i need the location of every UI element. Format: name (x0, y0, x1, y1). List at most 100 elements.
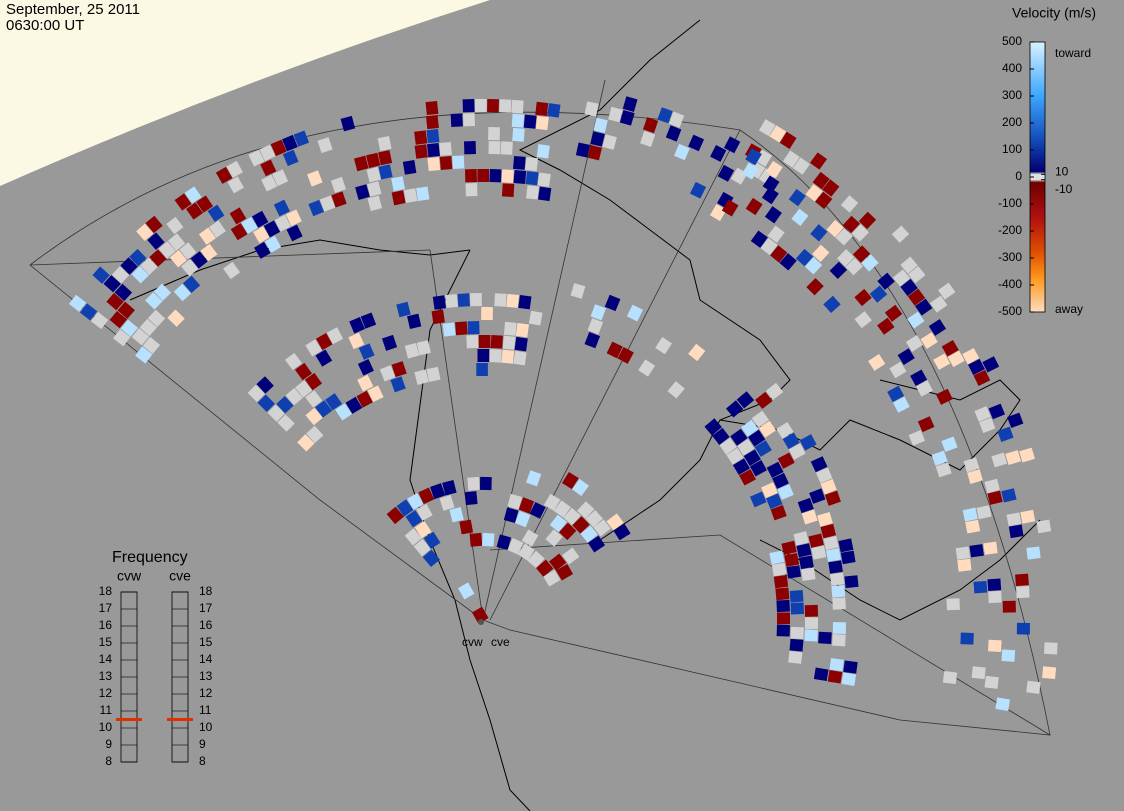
frequency-tick-label: 10 (199, 720, 213, 734)
velocity-cell (732, 458, 750, 476)
velocity-cell (829, 658, 844, 672)
velocity-cell (668, 111, 685, 128)
velocity-cell (719, 437, 737, 455)
velocity-cell (689, 181, 707, 199)
velocity-cell (282, 134, 298, 152)
velocity-cell (1019, 447, 1035, 463)
velocity-cell (423, 531, 441, 549)
scale-tick-label: 10 (1055, 164, 1069, 178)
velocity-cell (777, 452, 795, 469)
velocity-cell (426, 143, 440, 158)
velocity-cell (960, 632, 974, 645)
velocity-cell (845, 257, 863, 276)
velocity-cell (973, 580, 988, 594)
velocity-cell (523, 114, 537, 129)
velocity-cell (877, 272, 895, 290)
velocity-cell (828, 560, 843, 574)
velocity-cell (390, 376, 406, 393)
velocity-cell (791, 208, 809, 227)
velocity-cell (935, 388, 953, 405)
frequency-tick-label: 8 (199, 754, 206, 768)
velocity-cell (854, 288, 872, 307)
scale-tick-label: 300 (1002, 88, 1022, 102)
velocity-cell (795, 248, 814, 267)
velocity-cell (869, 285, 888, 303)
velocity-cell (760, 237, 778, 256)
frequency-tick-label: 17 (199, 601, 213, 615)
frequency-tick-label: 10 (99, 720, 113, 734)
velocity-cell (891, 225, 910, 243)
scale-tick-label: -300 (998, 250, 1022, 264)
velocity-cell (709, 204, 727, 222)
velocity-cell (477, 169, 490, 182)
velocity-cell (1001, 649, 1016, 662)
velocity-cell (776, 421, 794, 439)
velocity-cell (815, 467, 833, 484)
velocity-cell (425, 100, 439, 116)
velocity-cell (587, 318, 604, 335)
velocity-cell (166, 216, 184, 235)
velocity-cell (851, 224, 869, 242)
velocity-cell (331, 191, 347, 208)
velocity-cell (414, 520, 432, 539)
velocity-cell (957, 558, 972, 572)
velocity-cell (984, 675, 999, 689)
velocity-cell (391, 190, 406, 206)
velocity-cell (276, 396, 294, 414)
velocity-cell (969, 544, 984, 558)
velocity-cell (349, 316, 365, 334)
velocity-cell (272, 169, 289, 187)
velocity-cell (988, 403, 1005, 420)
velocity-cell (378, 164, 393, 180)
velocity-cell (68, 294, 87, 312)
velocity-cell (942, 671, 958, 685)
frequency-tick-label: 15 (199, 635, 213, 649)
velocity-cell (933, 353, 951, 370)
velocity-cell (306, 425, 324, 444)
velocity-cell (804, 617, 819, 629)
velocity-cell (297, 434, 315, 452)
velocity-cell (270, 139, 287, 157)
velocity-cell (378, 150, 393, 166)
velocity-cell (826, 548, 841, 562)
velocity-cell (997, 426, 1014, 442)
velocity-cell (489, 169, 502, 183)
velocity-cell (103, 275, 121, 293)
velocity-cell (811, 545, 827, 560)
velocity-cell (987, 578, 1002, 591)
velocity-cell (230, 223, 248, 241)
velocity-cell (367, 195, 383, 212)
velocity-cell (941, 339, 959, 357)
velocity-cell (642, 117, 659, 134)
velocity-cell (941, 436, 958, 452)
velocity-cell (762, 175, 780, 193)
velocity-cell (793, 531, 809, 546)
velocity-cell (613, 523, 631, 541)
velocity-cell (535, 559, 554, 577)
velocity-cell (426, 129, 440, 144)
velocity-cell (553, 500, 571, 518)
velocity-cell (769, 125, 787, 143)
velocity-cells (68, 96, 1058, 711)
velocity-cell (513, 155, 526, 170)
velocity-cell (817, 511, 833, 527)
velocity-cell (590, 131, 605, 147)
velocity-cell (367, 385, 384, 403)
velocity-cell (308, 199, 325, 217)
velocity-cell (776, 599, 790, 613)
velocity-cell (464, 491, 478, 506)
velocity-cell (897, 348, 915, 365)
velocity-cell (457, 293, 470, 307)
velocity-cell (808, 533, 824, 548)
velocity-cell (804, 604, 819, 617)
velocity-cell (452, 155, 465, 170)
velocity-cell (804, 629, 818, 642)
frequency-tick-label: 13 (199, 669, 213, 683)
velocity-cell (482, 532, 495, 547)
velocity-cell (117, 301, 135, 319)
velocity-cell (810, 224, 828, 242)
velocity-cell (282, 149, 299, 167)
velocity-cell (793, 157, 810, 175)
velocity-cell (905, 335, 924, 352)
